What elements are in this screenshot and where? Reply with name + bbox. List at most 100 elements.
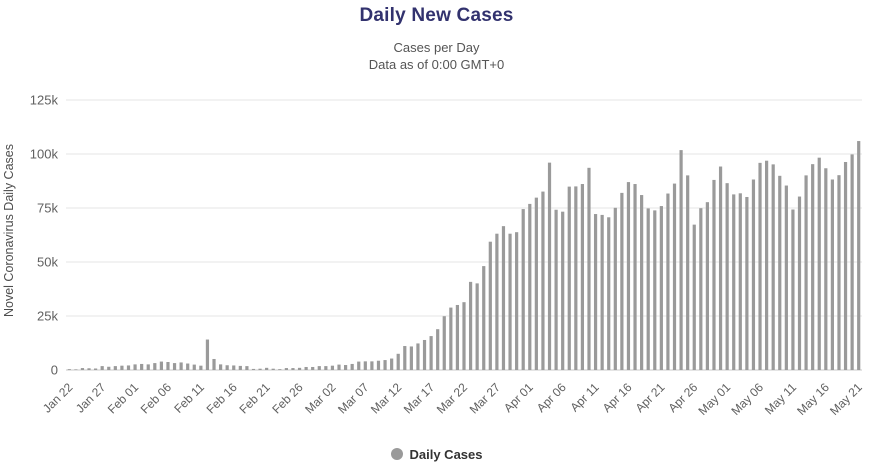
bar[interactable]: [587, 167, 591, 370]
bar[interactable]: [284, 368, 288, 370]
bar[interactable]: [350, 363, 354, 370]
bar[interactable]: [672, 183, 677, 370]
bar[interactable]: [508, 233, 512, 370]
bar[interactable]: [363, 361, 367, 370]
bar[interactable]: [817, 157, 821, 370]
bar[interactable]: [699, 208, 703, 370]
bar[interactable]: [422, 339, 427, 370]
bar[interactable]: [291, 368, 295, 370]
bar[interactable]: [830, 179, 834, 370]
bar[interactable]: [778, 175, 782, 370]
bar[interactable]: [357, 361, 361, 370]
bar[interactable]: [343, 365, 348, 370]
bar[interactable]: [771, 164, 775, 370]
bar[interactable]: [600, 214, 604, 370]
bar[interactable]: [804, 175, 808, 370]
bar[interactable]: [126, 365, 131, 370]
bar[interactable]: [140, 363, 144, 370]
bar[interactable]: [403, 346, 407, 370]
bar[interactable]: [271, 368, 275, 370]
bar[interactable]: [692, 224, 696, 370]
bar[interactable]: [784, 185, 788, 370]
bar[interactable]: [238, 365, 242, 370]
bar[interactable]: [232, 365, 236, 370]
bar[interactable]: [107, 366, 111, 370]
bar[interactable]: [304, 366, 308, 370]
bar[interactable]: [718, 166, 723, 370]
bar[interactable]: [205, 339, 210, 370]
bar[interactable]: [436, 329, 440, 370]
bar[interactable]: [396, 353, 400, 370]
bar[interactable]: [153, 363, 157, 370]
bar[interactable]: [751, 179, 756, 370]
bar[interactable]: [686, 175, 690, 370]
bar[interactable]: [824, 168, 828, 370]
bar[interactable]: [225, 365, 229, 370]
bar[interactable]: [278, 369, 282, 370]
bar[interactable]: [186, 363, 190, 370]
bar[interactable]: [534, 197, 538, 370]
bar[interactable]: [370, 361, 374, 370]
bar[interactable]: [843, 161, 848, 370]
bar[interactable]: [811, 164, 815, 370]
bar[interactable]: [607, 217, 611, 370]
bar[interactable]: [251, 368, 256, 370]
bar[interactable]: [633, 184, 637, 370]
bar[interactable]: [159, 361, 163, 370]
bar[interactable]: [593, 214, 598, 370]
bar[interactable]: [245, 366, 249, 370]
bar[interactable]: [475, 283, 479, 370]
legend-item-daily-cases[interactable]: Daily Cases: [390, 447, 483, 462]
bar[interactable]: [87, 368, 91, 370]
bar[interactable]: [192, 364, 196, 370]
bar[interactable]: [80, 368, 85, 370]
bar[interactable]: [100, 366, 104, 370]
bar[interactable]: [113, 366, 117, 370]
bar[interactable]: [324, 366, 328, 370]
bar[interactable]: [120, 365, 124, 370]
bar[interactable]: [620, 192, 624, 370]
bar[interactable]: [653, 210, 657, 370]
bar[interactable]: [850, 154, 854, 370]
bar[interactable]: [666, 193, 670, 370]
bar[interactable]: [212, 358, 216, 370]
bar[interactable]: [146, 364, 150, 370]
bar[interactable]: [416, 343, 420, 370]
bar[interactable]: [449, 307, 453, 370]
bar[interactable]: [547, 162, 552, 370]
bar[interactable]: [640, 195, 644, 370]
bar[interactable]: [311, 366, 315, 370]
bar[interactable]: [337, 364, 341, 370]
bar[interactable]: [390, 358, 394, 370]
bar[interactable]: [442, 316, 446, 370]
bar[interactable]: [376, 360, 381, 370]
bar[interactable]: [580, 184, 585, 370]
bar[interactable]: [219, 364, 223, 370]
bar[interactable]: [758, 162, 762, 370]
bar[interactable]: [172, 363, 177, 370]
bar[interactable]: [528, 203, 532, 370]
bar[interactable]: [297, 367, 302, 370]
bar[interactable]: [383, 360, 387, 370]
bar[interactable]: [515, 232, 519, 370]
bar[interactable]: [646, 208, 650, 370]
bar[interactable]: [74, 369, 78, 370]
bar[interactable]: [857, 141, 861, 370]
bar[interactable]: [166, 362, 170, 370]
bar[interactable]: [791, 209, 795, 370]
bar[interactable]: [462, 302, 466, 370]
bar[interactable]: [330, 365, 335, 370]
bar[interactable]: [429, 336, 433, 370]
bar[interactable]: [258, 368, 262, 370]
bar[interactable]: [541, 191, 545, 370]
bar[interactable]: [409, 346, 413, 370]
bar[interactable]: [317, 366, 321, 370]
bar[interactable]: [732, 194, 736, 370]
bar[interactable]: [488, 241, 492, 370]
bar[interactable]: [199, 365, 203, 370]
bar[interactable]: [797, 196, 802, 370]
bar[interactable]: [705, 202, 709, 370]
bar[interactable]: [765, 160, 769, 370]
bar[interactable]: [745, 196, 749, 370]
bar[interactable]: [659, 206, 663, 370]
